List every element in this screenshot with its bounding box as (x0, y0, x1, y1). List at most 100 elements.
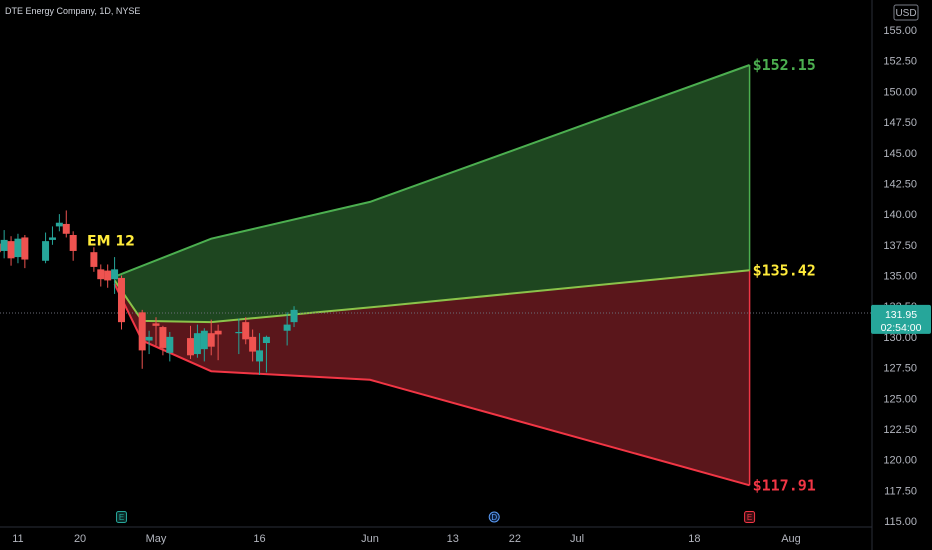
y-axis[interactable]: 115.00 117.50 120.00 122.50 125.00 127.50 130.… (871, 0, 932, 550)
expected-move-bands (113, 64, 751, 487)
candle (90, 247, 98, 272)
candle-body (166, 336, 174, 353)
candle (14, 233, 22, 264)
candle (62, 210, 70, 238)
candles (0, 210, 298, 375)
candle (235, 318, 243, 355)
y-tick-label: 155.00 (883, 25, 917, 37)
candle (290, 306, 298, 328)
candle-body (48, 237, 56, 240)
candle (214, 324, 222, 361)
y-tick-label: 152.50 (883, 56, 917, 68)
price-badge-box (871, 304, 931, 334)
price-badge: 131.95 02:54:00 (871, 304, 931, 334)
event-marker-icon[interactable]: D (488, 511, 500, 523)
candle-body (42, 241, 50, 261)
y-tick-label: 135.00 (883, 271, 917, 283)
y-tick-label: 122.50 (883, 424, 917, 436)
price-badge-countdown: 02:54:00 (881, 322, 922, 334)
candle (21, 234, 29, 269)
y-tick-label: 145.00 (883, 148, 917, 160)
candle-body (152, 323, 160, 326)
y-tick-label: 142.50 (883, 178, 917, 190)
candle (193, 324, 201, 358)
candle (117, 275, 125, 330)
candle (256, 333, 264, 375)
event-marker-icon[interactable]: E (115, 511, 127, 523)
x-tick-label: Jul (570, 533, 584, 545)
candle-body (69, 234, 77, 251)
currency-box[interactable] (893, 4, 919, 21)
candle (0, 230, 8, 259)
candle (152, 317, 160, 346)
x-axis[interactable]: 11 20 May 16 Jun 13 22 Jul 18 Aug (0, 526, 872, 545)
y-tick-label: 147.50 (883, 117, 917, 129)
candle (249, 329, 257, 362)
event-marker-letter: E (119, 513, 124, 522)
earnings-marker-icon[interactable] (744, 511, 756, 523)
y-tick-label: 125.00 (883, 393, 917, 405)
candle-body (214, 330, 222, 335)
band-labels: $152.15 $135.42 $117.91 (753, 56, 816, 494)
dividend-marker-icon[interactable] (488, 511, 500, 523)
candle-body (111, 269, 119, 280)
candle (97, 264, 105, 287)
candle-body (256, 350, 264, 362)
y-tick-label: 140.00 (883, 209, 917, 221)
candle-body (0, 243, 1, 253)
candle-body (193, 333, 201, 355)
candle-body (249, 336, 257, 352)
y-tick-label: 137.50 (883, 240, 917, 252)
earnings-marker-icon[interactable] (115, 511, 127, 523)
x-tick-label: 22 (509, 533, 521, 545)
chart-title: DTE Energy Company, 1D, NYSE (5, 6, 140, 16)
lower-band-line (113, 283, 750, 487)
y-tick-label: 120.00 (883, 455, 917, 467)
currency-label[interactable]: USD (895, 8, 916, 19)
candle-body (145, 336, 153, 341)
price-badge-value: 131.95 (885, 309, 917, 321)
candle (283, 312, 291, 346)
candle-body (283, 324, 291, 331)
x-tick-label: May (146, 533, 167, 545)
upper-band-fill (114, 65, 750, 323)
currency-selector[interactable]: USD (893, 4, 919, 21)
event-marker-letter: E (747, 513, 752, 522)
candle-body (262, 336, 270, 344)
event-marker-icon[interactable]: E (744, 511, 756, 523)
candle (7, 236, 15, 266)
candle (207, 319, 215, 356)
candle (0, 243, 1, 253)
candle (69, 231, 77, 261)
lower-band-fill (114, 270, 750, 486)
y-axis-background[interactable] (872, 0, 932, 550)
candle (242, 317, 250, 345)
candle-body (117, 277, 125, 323)
candle (166, 331, 174, 362)
candle (138, 309, 146, 369)
x-tick-label: 16 (253, 533, 265, 545)
x-tick-label: 13 (447, 533, 459, 545)
candle (187, 325, 195, 359)
x-tick-label: Jun (361, 533, 379, 545)
candle-body (235, 331, 243, 334)
y-tick-label: 150.00 (883, 86, 917, 98)
band-label: $135.42 (753, 261, 816, 279)
candle-body (90, 252, 98, 267)
candle-body (207, 333, 215, 347)
candle (55, 214, 63, 232)
x-tick-label: 18 (688, 533, 700, 545)
candle (111, 257, 119, 294)
x-tick-label: 20 (74, 533, 86, 545)
candle-body (62, 223, 70, 234)
x-tick-label: Aug (781, 533, 801, 545)
em-annotation: EM 12 (87, 234, 135, 250)
candle-body (138, 312, 146, 351)
band-label: $152.15 (753, 56, 816, 74)
candle (262, 335, 270, 373)
candle (104, 264, 112, 288)
event-marker-letter: D (491, 513, 497, 522)
y-tick-label: 117.50 (884, 485, 917, 497)
